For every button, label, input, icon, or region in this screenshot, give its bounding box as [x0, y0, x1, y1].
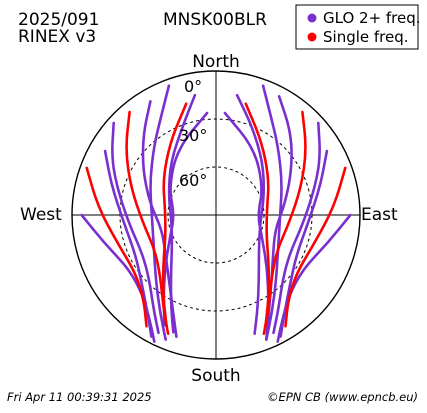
glo-track-7: [149, 84, 171, 341]
station-title: MNSK00BLR: [163, 10, 267, 30]
footer-credit: ©EPN CB (www.epncb.eu): [267, 390, 418, 404]
legend-box: [295, 4, 419, 50]
direction-east: East: [361, 205, 398, 225]
single-freq-track-6: [284, 166, 347, 328]
elevation-label-30: 30°: [179, 126, 207, 145]
glo-track-13: [80, 213, 156, 343]
single-freq-track-1: [125, 110, 170, 335]
legend-label-single: Single freq.: [323, 28, 409, 46]
legend-marker-single: [307, 32, 317, 42]
satellite-tracks: [80, 84, 352, 343]
rinex-version: RINEX v3: [18, 27, 96, 47]
single-freq-track-2: [262, 110, 307, 335]
horizon-ring: [71, 70, 361, 360]
footer-timestamp: Fri Apr 11 00:39:31 2025: [7, 390, 152, 404]
legend-marker-glo: [307, 13, 317, 23]
polar-grid: [72, 71, 360, 359]
glo-track-3: [167, 93, 197, 334]
glo-track-6: [272, 121, 321, 335]
elevation-label-60: 60°: [179, 171, 207, 190]
single-freq-track-5: [85, 166, 148, 328]
direction-north: North: [192, 52, 240, 72]
direction-south: South: [191, 366, 240, 386]
legend-label-glo: GLO 2+ freq.: [323, 9, 421, 27]
single-freq-track-4: [244, 102, 271, 328]
glo-track-4: [235, 93, 265, 335]
glo-track-5: [111, 121, 160, 335]
date-code: 2025/091: [18, 10, 99, 30]
glo-track-14: [276, 213, 352, 343]
direction-west: West: [20, 205, 62, 225]
ring-60: [167, 166, 265, 264]
legend: GLO 2+ freq. Single freq.: [295, 4, 421, 50]
glo-track-8: [261, 84, 283, 341]
elevation-label-0: 0°: [184, 77, 202, 96]
single-freq-track-3: [161, 102, 188, 328]
